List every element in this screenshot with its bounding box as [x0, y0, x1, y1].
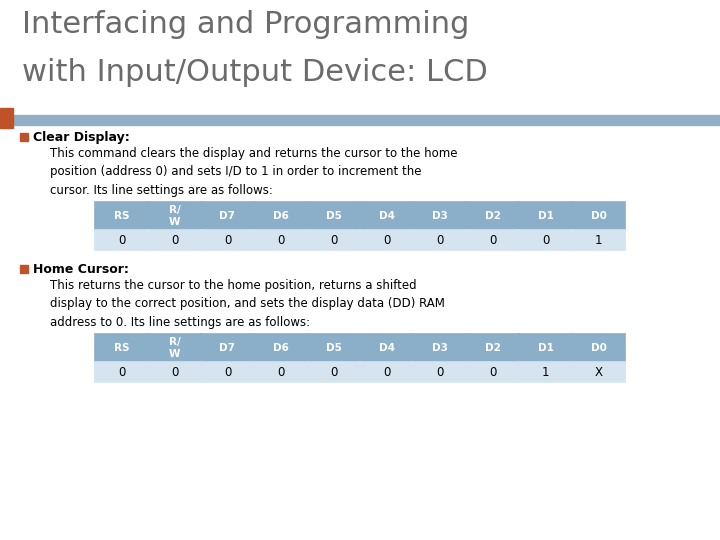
Text: D3: D3 [431, 343, 447, 353]
Bar [360, 362, 413, 382]
Text: 0: 0 [489, 366, 496, 379]
Bar [201, 202, 254, 230]
Text: 0: 0 [276, 233, 284, 246]
Text: R/
W: R/ W [168, 205, 181, 227]
Text: D6: D6 [273, 211, 289, 221]
Bar [519, 202, 572, 230]
Bar [572, 334, 625, 362]
Text: D0: D0 [590, 343, 606, 353]
Text: D7: D7 [220, 211, 235, 221]
Text: 1: 1 [541, 366, 549, 379]
Bar [254, 334, 307, 362]
Bar [148, 334, 201, 362]
Text: X: X [595, 366, 603, 379]
Text: D1: D1 [538, 211, 554, 221]
Bar [466, 334, 519, 362]
Text: D7: D7 [220, 343, 235, 353]
Bar [466, 230, 519, 250]
Bar [0, 108, 13, 128]
Bar [466, 202, 519, 230]
Text: This command clears the display and returns the cursor to the home
position (add: This command clears the display and retu… [50, 147, 457, 197]
Bar [413, 230, 466, 250]
Bar [148, 202, 201, 230]
Text: R/
W: R/ W [168, 337, 181, 359]
Bar [360, 334, 413, 362]
Text: 0: 0 [436, 366, 444, 379]
Text: 0: 0 [383, 233, 390, 246]
Bar [413, 202, 466, 230]
Text: 0: 0 [436, 233, 444, 246]
Bar [466, 362, 519, 382]
Text: 0: 0 [224, 366, 231, 379]
Text: with Input/Output Device: LCD: with Input/Output Device: LCD [22, 58, 487, 87]
Bar [254, 230, 307, 250]
Bar [360, 230, 413, 250]
Bar [254, 362, 307, 382]
Text: Home Cursor:: Home Cursor: [33, 263, 129, 276]
Text: 0: 0 [118, 233, 125, 246]
Bar [519, 362, 572, 382]
Text: 0: 0 [330, 366, 337, 379]
Text: RS: RS [114, 211, 130, 221]
Bar [307, 230, 360, 250]
Bar [148, 230, 201, 250]
Text: 0: 0 [171, 366, 178, 379]
Bar [519, 334, 572, 362]
Bar [148, 362, 201, 382]
Text: D5: D5 [325, 211, 341, 221]
Text: D3: D3 [431, 211, 447, 221]
Text: Interfacing and Programming: Interfacing and Programming [22, 10, 469, 39]
Text: D2: D2 [485, 211, 500, 221]
Text: RS: RS [114, 343, 130, 353]
Text: 0: 0 [224, 233, 231, 246]
Bar [95, 202, 148, 230]
Text: 0: 0 [330, 233, 337, 246]
Bar [0, 115, 720, 125]
Text: D0: D0 [590, 211, 606, 221]
Text: 0: 0 [542, 233, 549, 246]
Bar [201, 230, 254, 250]
Bar [307, 334, 360, 362]
Text: D5: D5 [325, 343, 341, 353]
Bar [307, 362, 360, 382]
Bar [307, 202, 360, 230]
Bar [201, 334, 254, 362]
Text: D6: D6 [273, 343, 289, 353]
Text: 0: 0 [171, 233, 178, 246]
Text: D4: D4 [379, 211, 395, 221]
Text: D2: D2 [485, 343, 500, 353]
Text: Clear Display:: Clear Display: [33, 131, 130, 144]
Text: D1: D1 [538, 343, 554, 353]
Bar [413, 362, 466, 382]
Bar [95, 362, 148, 382]
Bar [20, 265, 28, 273]
Bar [519, 230, 572, 250]
Text: D4: D4 [379, 343, 395, 353]
Bar [95, 230, 148, 250]
Bar [254, 202, 307, 230]
Bar [572, 230, 625, 250]
Text: 0: 0 [118, 366, 125, 379]
Text: This returns the cursor to the home position, returns a shifted
display to the c: This returns the cursor to the home posi… [50, 279, 445, 329]
Bar [572, 202, 625, 230]
Bar [20, 133, 28, 141]
Text: 0: 0 [383, 366, 390, 379]
Text: 0: 0 [276, 366, 284, 379]
Bar [95, 334, 148, 362]
Bar [572, 362, 625, 382]
Bar [413, 334, 466, 362]
Bar [360, 202, 413, 230]
Bar [201, 362, 254, 382]
Text: 1: 1 [595, 233, 602, 246]
Text: 0: 0 [489, 233, 496, 246]
